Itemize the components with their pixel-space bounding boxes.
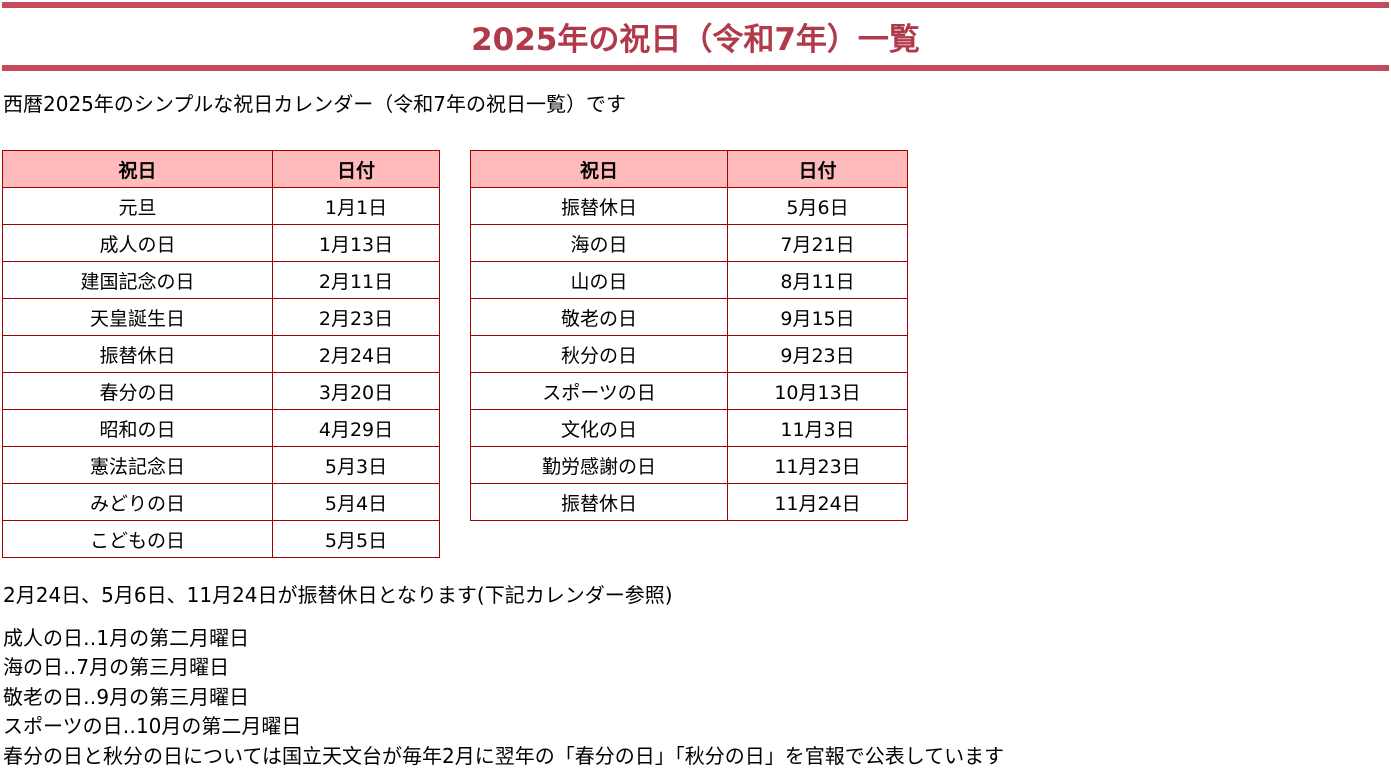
holiday-date: 5月4日 bbox=[272, 483, 440, 521]
equinox-note: 春分の日と秋分の日については国立天文台が毎年2月に翌年の「春分の日」「秋分の日」… bbox=[3, 744, 1005, 768]
rule-note: 海の日‥7月の第三月曜日 bbox=[3, 655, 230, 679]
holiday-date: 11月3日 bbox=[727, 409, 908, 447]
holiday-name: 海の日 bbox=[470, 224, 728, 262]
rule-note: 成人の日‥1月の第二月曜日 bbox=[3, 626, 250, 650]
holiday-date: 2月24日 bbox=[272, 335, 440, 373]
holiday-date: 5月6日 bbox=[727, 187, 908, 225]
holiday-date: 10月13日 bbox=[727, 372, 908, 410]
holiday-date: 11月24日 bbox=[727, 483, 908, 521]
table-row: 春分の日 3月20日 bbox=[2, 372, 440, 410]
holiday-name: 春分の日 bbox=[2, 372, 273, 410]
holiday-date: 8月11日 bbox=[727, 261, 908, 299]
holiday-date: 5月5日 bbox=[272, 520, 440, 558]
holiday-name: 山の日 bbox=[470, 261, 728, 299]
holiday-name: 敬老の日 bbox=[470, 298, 728, 336]
table-row: 天皇誕生日 2月23日 bbox=[2, 298, 440, 336]
holiday-name: みどりの日 bbox=[2, 483, 273, 521]
holiday-date: 1月1日 bbox=[272, 187, 440, 225]
holiday-date: 9月23日 bbox=[727, 335, 908, 373]
holiday-name: 天皇誕生日 bbox=[2, 298, 273, 336]
table-row: 振替休日 2月24日 bbox=[2, 335, 440, 373]
holiday-name: 振替休日 bbox=[470, 187, 728, 225]
title-bottom-rule bbox=[2, 65, 1389, 71]
holiday-date: 7月21日 bbox=[727, 224, 908, 262]
holiday-name: 昭和の日 bbox=[2, 409, 273, 447]
table-row: 振替休日 5月6日 bbox=[470, 187, 908, 225]
holiday-name: 秋分の日 bbox=[470, 335, 728, 373]
table-row: 文化の日 11月3日 bbox=[470, 409, 908, 447]
rule-note: スポーツの日‥10月の第二月曜日 bbox=[3, 714, 302, 738]
table-row: 秋分の日 9月23日 bbox=[470, 335, 908, 373]
table-row: 振替休日 11月24日 bbox=[470, 483, 908, 521]
table-row: 成人の日 1月13日 bbox=[2, 224, 440, 262]
intro-text: 西暦2025年のシンプルな祝日カレンダー（令和7年の祝日一覧）です bbox=[3, 92, 627, 116]
holiday-name: 振替休日 bbox=[470, 483, 728, 521]
holiday-name: 建国記念の日 bbox=[2, 261, 273, 299]
table-row: こどもの日 5月5日 bbox=[2, 520, 440, 558]
holiday-date: 4月29日 bbox=[272, 409, 440, 447]
table-row: 山の日 8月11日 bbox=[470, 261, 908, 299]
column-header-holiday: 祝日 bbox=[2, 150, 273, 188]
holiday-name: 元旦 bbox=[2, 187, 273, 225]
title-top-rule bbox=[2, 2, 1389, 8]
table-row: 敬老の日 9月15日 bbox=[470, 298, 908, 336]
rule-note: 敬老の日‥9月の第三月曜日 bbox=[3, 685, 250, 709]
table-row: スポーツの日 10月13日 bbox=[470, 372, 908, 410]
holiday-date: 9月15日 bbox=[727, 298, 908, 336]
holiday-name: 成人の日 bbox=[2, 224, 273, 262]
holiday-name: 振替休日 bbox=[2, 335, 273, 373]
holiday-date: 5月3日 bbox=[272, 446, 440, 484]
holiday-date: 1月13日 bbox=[272, 224, 440, 262]
holiday-name: 勤労感謝の日 bbox=[470, 446, 728, 484]
holiday-name: 文化の日 bbox=[470, 409, 728, 447]
column-header-date: 日付 bbox=[272, 150, 440, 188]
column-header-holiday: 祝日 bbox=[470, 150, 728, 188]
page-title: 2025年の祝日（令和7年）一覧 bbox=[471, 22, 920, 58]
holiday-date: 3月20日 bbox=[272, 372, 440, 410]
holiday-table-1: 祝日 日付 元旦 1月1日 成人の日 1月13日 建国記念の日 2月11日 天皇誕生日 2月2… bbox=[2, 150, 440, 558]
holiday-date: 2月11日 bbox=[272, 261, 440, 299]
table-row: みどりの日 5月4日 bbox=[2, 483, 440, 521]
holiday-name: スポーツの日 bbox=[470, 372, 728, 410]
holiday-date: 2月23日 bbox=[272, 298, 440, 336]
table-row: 憲法記念日 5月3日 bbox=[2, 446, 440, 484]
table-row: 元旦 1月1日 bbox=[2, 187, 440, 225]
column-header-date: 日付 bbox=[727, 150, 908, 188]
table-row: 建国記念の日 2月11日 bbox=[2, 261, 440, 299]
table-row: 海の日 7月21日 bbox=[470, 224, 908, 262]
table-row: 勤労感謝の日 11月23日 bbox=[470, 446, 908, 484]
holiday-name: こどもの日 bbox=[2, 520, 273, 558]
holiday-date: 11月23日 bbox=[727, 446, 908, 484]
holiday-table-2: 祝日 日付 振替休日 5月6日 海の日 7月21日 山の日 8月11日 敬老の日 9月15日秋… bbox=[470, 150, 908, 521]
holiday-name: 憲法記念日 bbox=[2, 446, 273, 484]
substitute-holiday-note: 2月24日、5月6日、11月24日が振替休日となります(下記カレンダー参照) bbox=[3, 583, 673, 607]
table-row: 昭和の日 4月29日 bbox=[2, 409, 440, 447]
